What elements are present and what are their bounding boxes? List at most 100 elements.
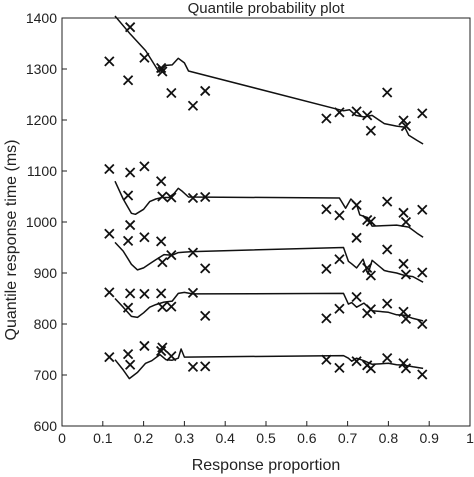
data-point-marker <box>166 350 177 362</box>
data-point-marker <box>157 66 168 77</box>
data-point-marker <box>124 288 136 299</box>
data-point-marker <box>417 267 428 278</box>
data-point-marker <box>200 191 211 203</box>
data-point-marker <box>400 216 412 228</box>
data-point-marker <box>334 210 345 221</box>
data-point-marker <box>139 52 150 63</box>
data-point-marker <box>351 106 362 117</box>
data-point-marker <box>187 287 199 299</box>
data-point-marker <box>122 235 134 247</box>
data-point-marker <box>104 352 115 363</box>
data-point-marker <box>187 247 199 258</box>
y-tick-label: 1200 <box>26 112 57 128</box>
data-point-marker <box>398 115 409 126</box>
data-point-marker <box>124 22 136 33</box>
data-point-marker <box>157 302 168 313</box>
data-point-marker <box>187 100 199 111</box>
data-point-marker <box>365 304 376 315</box>
model-line <box>114 15 424 145</box>
data-point-marker <box>382 196 393 207</box>
data-point-marker <box>321 204 332 215</box>
x-tick-label: 0.8 <box>379 430 399 446</box>
data-point-marker <box>124 359 136 370</box>
y-axis-ticks: 600 700 800 900 1000 1100 1200 1300 1400 <box>26 10 67 434</box>
y-tick-label: 1000 <box>26 214 57 230</box>
data-point-marker <box>334 254 345 265</box>
data-point-marker <box>166 192 177 203</box>
y-tick-label: 1300 <box>26 61 57 77</box>
data-point-marker <box>400 363 412 374</box>
x-tick-label: 0.4 <box>215 430 235 446</box>
data-point-marker <box>321 354 332 365</box>
data-point-marker <box>157 191 168 202</box>
x-axis-label: Response proportion <box>191 457 341 474</box>
data-point-marker <box>122 75 134 86</box>
y-tick-label: 700 <box>34 367 58 383</box>
data-point-marker <box>365 270 376 281</box>
data-point-marker <box>417 108 428 119</box>
data-point-marker <box>122 348 134 360</box>
x-tick-label: 1 <box>466 430 474 446</box>
data-point-marker <box>156 176 167 187</box>
y-tick-label: 1400 <box>26 10 57 26</box>
data-point-marker <box>321 263 332 275</box>
data-point-marker <box>122 302 134 313</box>
data-point-marker <box>417 204 428 215</box>
data-point-marker <box>139 161 150 172</box>
data-point-marker <box>187 192 199 204</box>
data-point-marker <box>166 250 177 261</box>
y-tick-label: 800 <box>34 316 58 332</box>
data-point-marker <box>398 306 409 317</box>
data-point-marker <box>139 232 150 243</box>
x-tick-label: 0.3 <box>175 430 195 446</box>
data-point-marker <box>200 85 211 97</box>
data-point-marker <box>398 358 409 369</box>
data-point-marker <box>334 362 345 373</box>
data-point-marker <box>124 167 136 178</box>
data-point-marker <box>139 288 150 300</box>
data-point-marker <box>351 200 362 211</box>
data-point-marker <box>200 310 211 321</box>
data-point-marker <box>351 291 362 303</box>
data-point-marker <box>398 207 409 218</box>
data-point-marker <box>365 216 376 227</box>
x-tick-label: 0.6 <box>297 430 317 446</box>
data-point-marker <box>166 301 177 312</box>
data-point-marker <box>124 219 136 231</box>
x-tick-label: 0 <box>58 430 66 446</box>
data-point-marker <box>156 236 167 247</box>
data-point-marker <box>321 313 332 324</box>
data-point-marker <box>400 120 412 132</box>
data-point-marker <box>362 262 373 274</box>
data-point-marker <box>400 313 412 325</box>
data-point-marker <box>139 340 150 352</box>
data-point-marker <box>417 318 428 330</box>
model-line <box>114 180 424 238</box>
data-point-marker <box>365 125 376 136</box>
y-tick-label: 600 <box>34 418 58 434</box>
data-point-marker <box>334 303 345 314</box>
data-point-marker <box>104 56 115 67</box>
x-tick-label: 0.9 <box>419 430 439 446</box>
data-point-marker <box>365 363 376 374</box>
model-line <box>114 348 424 380</box>
data-point-marker <box>417 369 428 380</box>
x-tick-label: 0.1 <box>93 430 113 446</box>
data-point-marker <box>104 287 115 298</box>
chart-title: Quantile probability plot <box>187 0 345 17</box>
data-point-marker <box>382 353 393 364</box>
data-point-marker <box>104 163 115 175</box>
x-tick-label: 0.2 <box>134 430 154 446</box>
model-line <box>114 241 424 283</box>
data-point-marker <box>157 257 168 268</box>
data-point-marker <box>351 356 362 367</box>
data-point-marker <box>156 288 167 299</box>
data-point-marker <box>157 342 168 353</box>
x-tick-label: 0.5 <box>256 430 276 446</box>
data-point-marker <box>334 107 345 118</box>
data-point-marker <box>187 361 199 372</box>
x-tick-label: 0.7 <box>338 430 358 446</box>
data-point-marker <box>398 258 409 269</box>
data-markers <box>104 22 428 380</box>
